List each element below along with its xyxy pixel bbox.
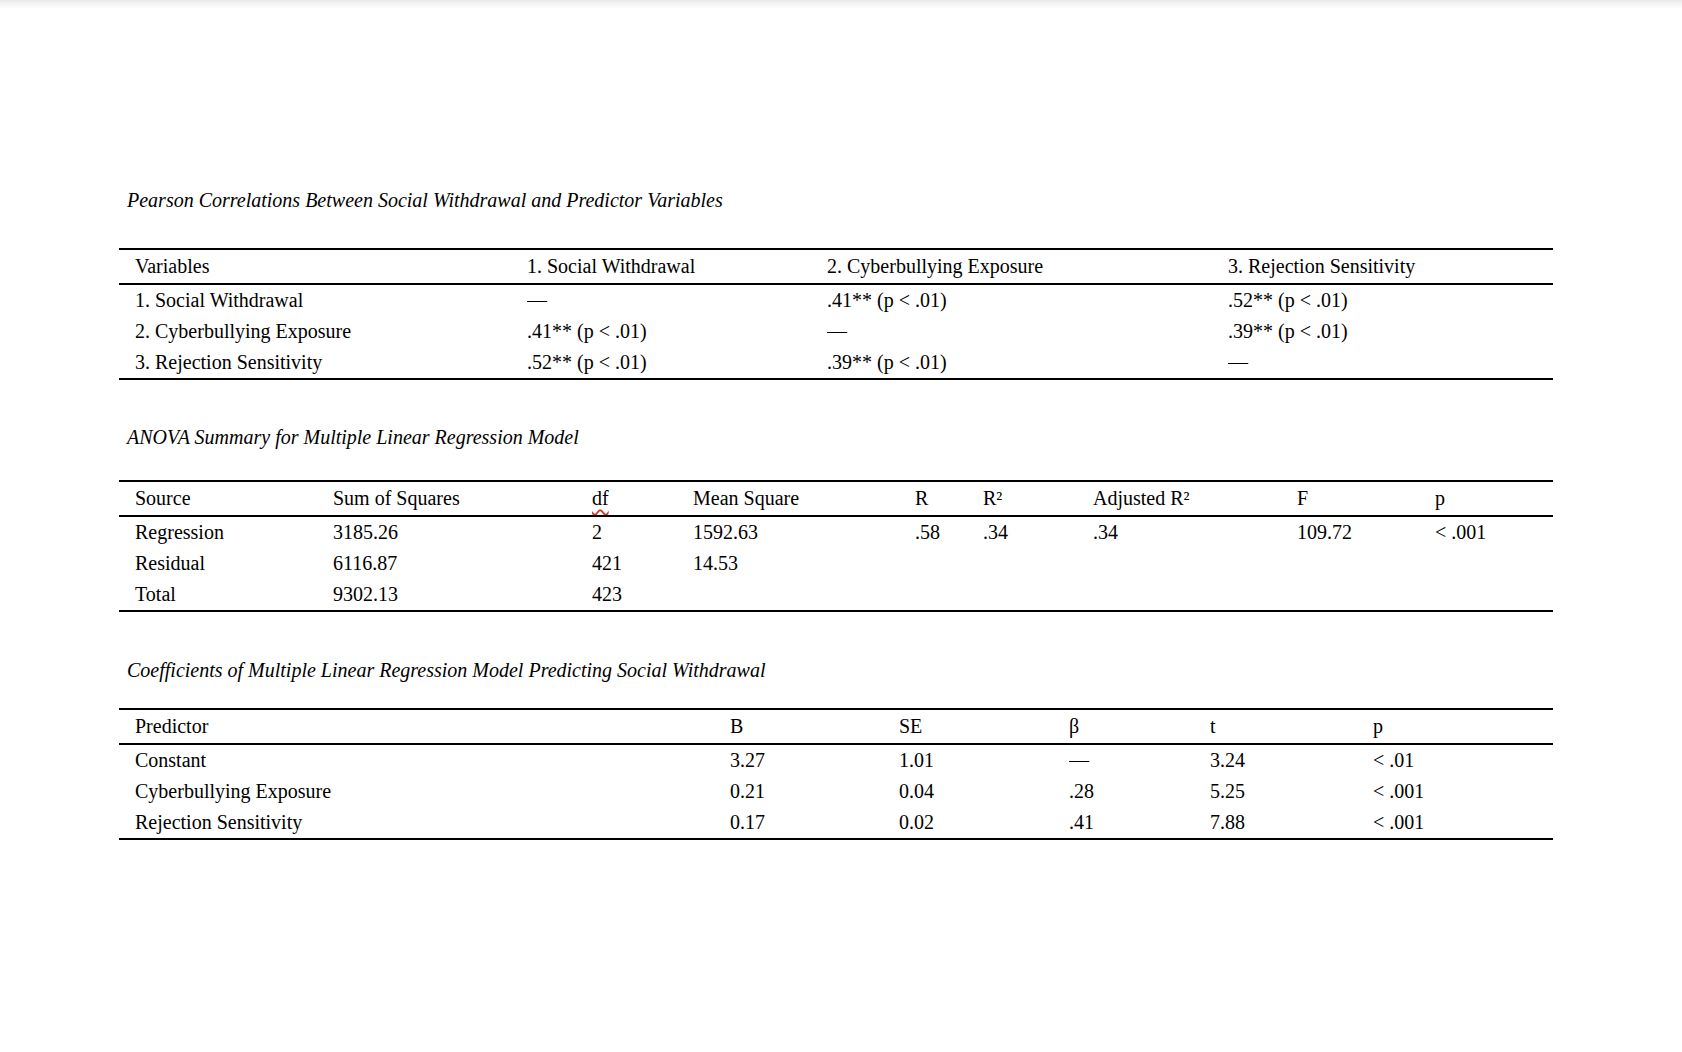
- header-row: Variables1. Social Withdrawal2. Cyberbul…: [119, 249, 1553, 284]
- column-header: Mean Square: [693, 481, 915, 516]
- table-cell: .41: [1069, 807, 1210, 839]
- table-cell: [915, 548, 983, 579]
- table-cell: —: [827, 316, 1228, 347]
- header-row: SourceSum of Squaresdf Mean SquareRR²Adju…: [119, 481, 1553, 516]
- table-cell: 3. Rejection Sensitivity: [119, 347, 527, 379]
- column-header: F: [1297, 481, 1435, 516]
- table-row: Cyberbullying Exposure0.210.04.285.25< .…: [119, 776, 1553, 807]
- table-cell: 1.01: [899, 744, 1069, 776]
- table-cell: 421: [592, 548, 693, 579]
- table-cell: 0.04: [899, 776, 1069, 807]
- table-cell: [915, 579, 983, 611]
- table-cell: Regression: [119, 516, 333, 548]
- table-row: 3. Rejection Sensitivity.52** (p < .01).…: [119, 347, 1553, 379]
- table-cell: Rejection Sensitivity: [119, 807, 730, 839]
- table-cell: [983, 548, 1093, 579]
- column-header: R: [915, 481, 983, 516]
- table-cell: 3.24: [1210, 744, 1373, 776]
- table-cell: —: [1228, 347, 1553, 379]
- table-cell: 7.88: [1210, 807, 1373, 839]
- column-header: Adjusted R²: [1093, 481, 1297, 516]
- anova-table-title: ANOVA Summary for Multiple Linear Regres…: [127, 425, 579, 449]
- header-row: PredictorBSEβtp: [119, 709, 1553, 744]
- column-header: p: [1435, 481, 1553, 516]
- table-row: 1. Social Withdrawal—.41** (p < .01).52*…: [119, 284, 1553, 316]
- table-cell: 0.21: [730, 776, 899, 807]
- spellcheck-flagged-word: df: [592, 487, 609, 509]
- table-cell: Total: [119, 579, 333, 611]
- table-cell: < .001: [1373, 807, 1553, 839]
- column-header: B: [730, 709, 899, 744]
- window-top-edge: [0, 0, 1682, 9]
- column-header: β: [1069, 709, 1210, 744]
- column-header: Predictor: [119, 709, 730, 744]
- table-cell: 0.17: [730, 807, 899, 839]
- correlation-table: Variables1. Social Withdrawal2. Cyberbul…: [119, 248, 1553, 380]
- table-cell: 5.25: [1210, 776, 1373, 807]
- table-cell: 1. Social Withdrawal: [119, 284, 527, 316]
- column-header: R²: [983, 481, 1093, 516]
- column-header: p: [1373, 709, 1553, 744]
- table-cell: < .01: [1373, 744, 1553, 776]
- table-cell: .39** (p < .01): [1228, 316, 1553, 347]
- table-cell: 9302.13: [333, 579, 592, 611]
- table-row: Residual6116.8742114.53: [119, 548, 1553, 579]
- table-cell: < .001: [1435, 516, 1553, 548]
- table-cell: [1297, 548, 1435, 579]
- table-cell: 109.72: [1297, 516, 1435, 548]
- table-cell: 3.27: [730, 744, 899, 776]
- table-cell: 3185.26: [333, 516, 592, 548]
- table-cell: .41** (p < .01): [527, 316, 827, 347]
- table-cell: 1592.63: [693, 516, 915, 548]
- table-row: Total9302.13423: [119, 579, 1553, 611]
- table-cell: 423: [592, 579, 693, 611]
- table-cell: [1093, 548, 1297, 579]
- table-cell: Residual: [119, 548, 333, 579]
- table-cell: 6116.87: [333, 548, 592, 579]
- column-header: t: [1210, 709, 1373, 744]
- table-cell: [1435, 548, 1553, 579]
- table-cell: .52** (p < .01): [527, 347, 827, 379]
- table-cell: < .001: [1373, 776, 1553, 807]
- table-cell: —: [1069, 744, 1210, 776]
- column-header: Source: [119, 481, 333, 516]
- table-cell: [693, 579, 915, 611]
- table-row: Regression3185.2621592.63.58.34.34109.72…: [119, 516, 1553, 548]
- table-cell: .28: [1069, 776, 1210, 807]
- column-header: SE: [899, 709, 1069, 744]
- column-header: df: [592, 481, 693, 516]
- column-header: 3. Rejection Sensitivity: [1228, 249, 1553, 284]
- table-cell: [1435, 579, 1553, 611]
- table-cell: 2. Cyberbullying Exposure: [119, 316, 527, 347]
- table-cell: 14.53: [693, 548, 915, 579]
- table-row: 2. Cyberbullying Exposure.41** (p < .01)…: [119, 316, 1553, 347]
- table-row: Constant3.271.01—3.24< .01: [119, 744, 1553, 776]
- anova-table: SourceSum of Squaresdf Mean SquareRR²Adju…: [119, 480, 1553, 612]
- table-cell: 2: [592, 516, 693, 548]
- column-header: Variables: [119, 249, 527, 284]
- table-cell: .34: [983, 516, 1093, 548]
- table-cell: .58: [915, 516, 983, 548]
- coefficients-table: PredictorBSEβtpConstant3.271.01—3.24< .0…: [119, 708, 1553, 840]
- table-cell: 0.02: [899, 807, 1069, 839]
- table-row: Rejection Sensitivity0.170.02.417.88< .0…: [119, 807, 1553, 839]
- coefficients-table-title: Coefficients of Multiple Linear Regressi…: [127, 658, 765, 682]
- column-header: Sum of Squares: [333, 481, 592, 516]
- table-cell: Cyberbullying Exposure: [119, 776, 730, 807]
- table-cell: [983, 579, 1093, 611]
- table-cell: .39** (p < .01): [827, 347, 1228, 379]
- column-header: 1. Social Withdrawal: [527, 249, 827, 284]
- table-cell: .41** (p < .01): [827, 284, 1228, 316]
- table-cell: [1297, 579, 1435, 611]
- table-cell: .52** (p < .01): [1228, 284, 1553, 316]
- table-cell: —: [527, 284, 827, 316]
- table-cell: [1093, 579, 1297, 611]
- correlation-table-title: Pearson Correlations Between Social With…: [127, 188, 723, 212]
- column-header: 2. Cyberbullying Exposure: [827, 249, 1228, 284]
- table-cell: Constant: [119, 744, 730, 776]
- table-cell: .34: [1093, 516, 1297, 548]
